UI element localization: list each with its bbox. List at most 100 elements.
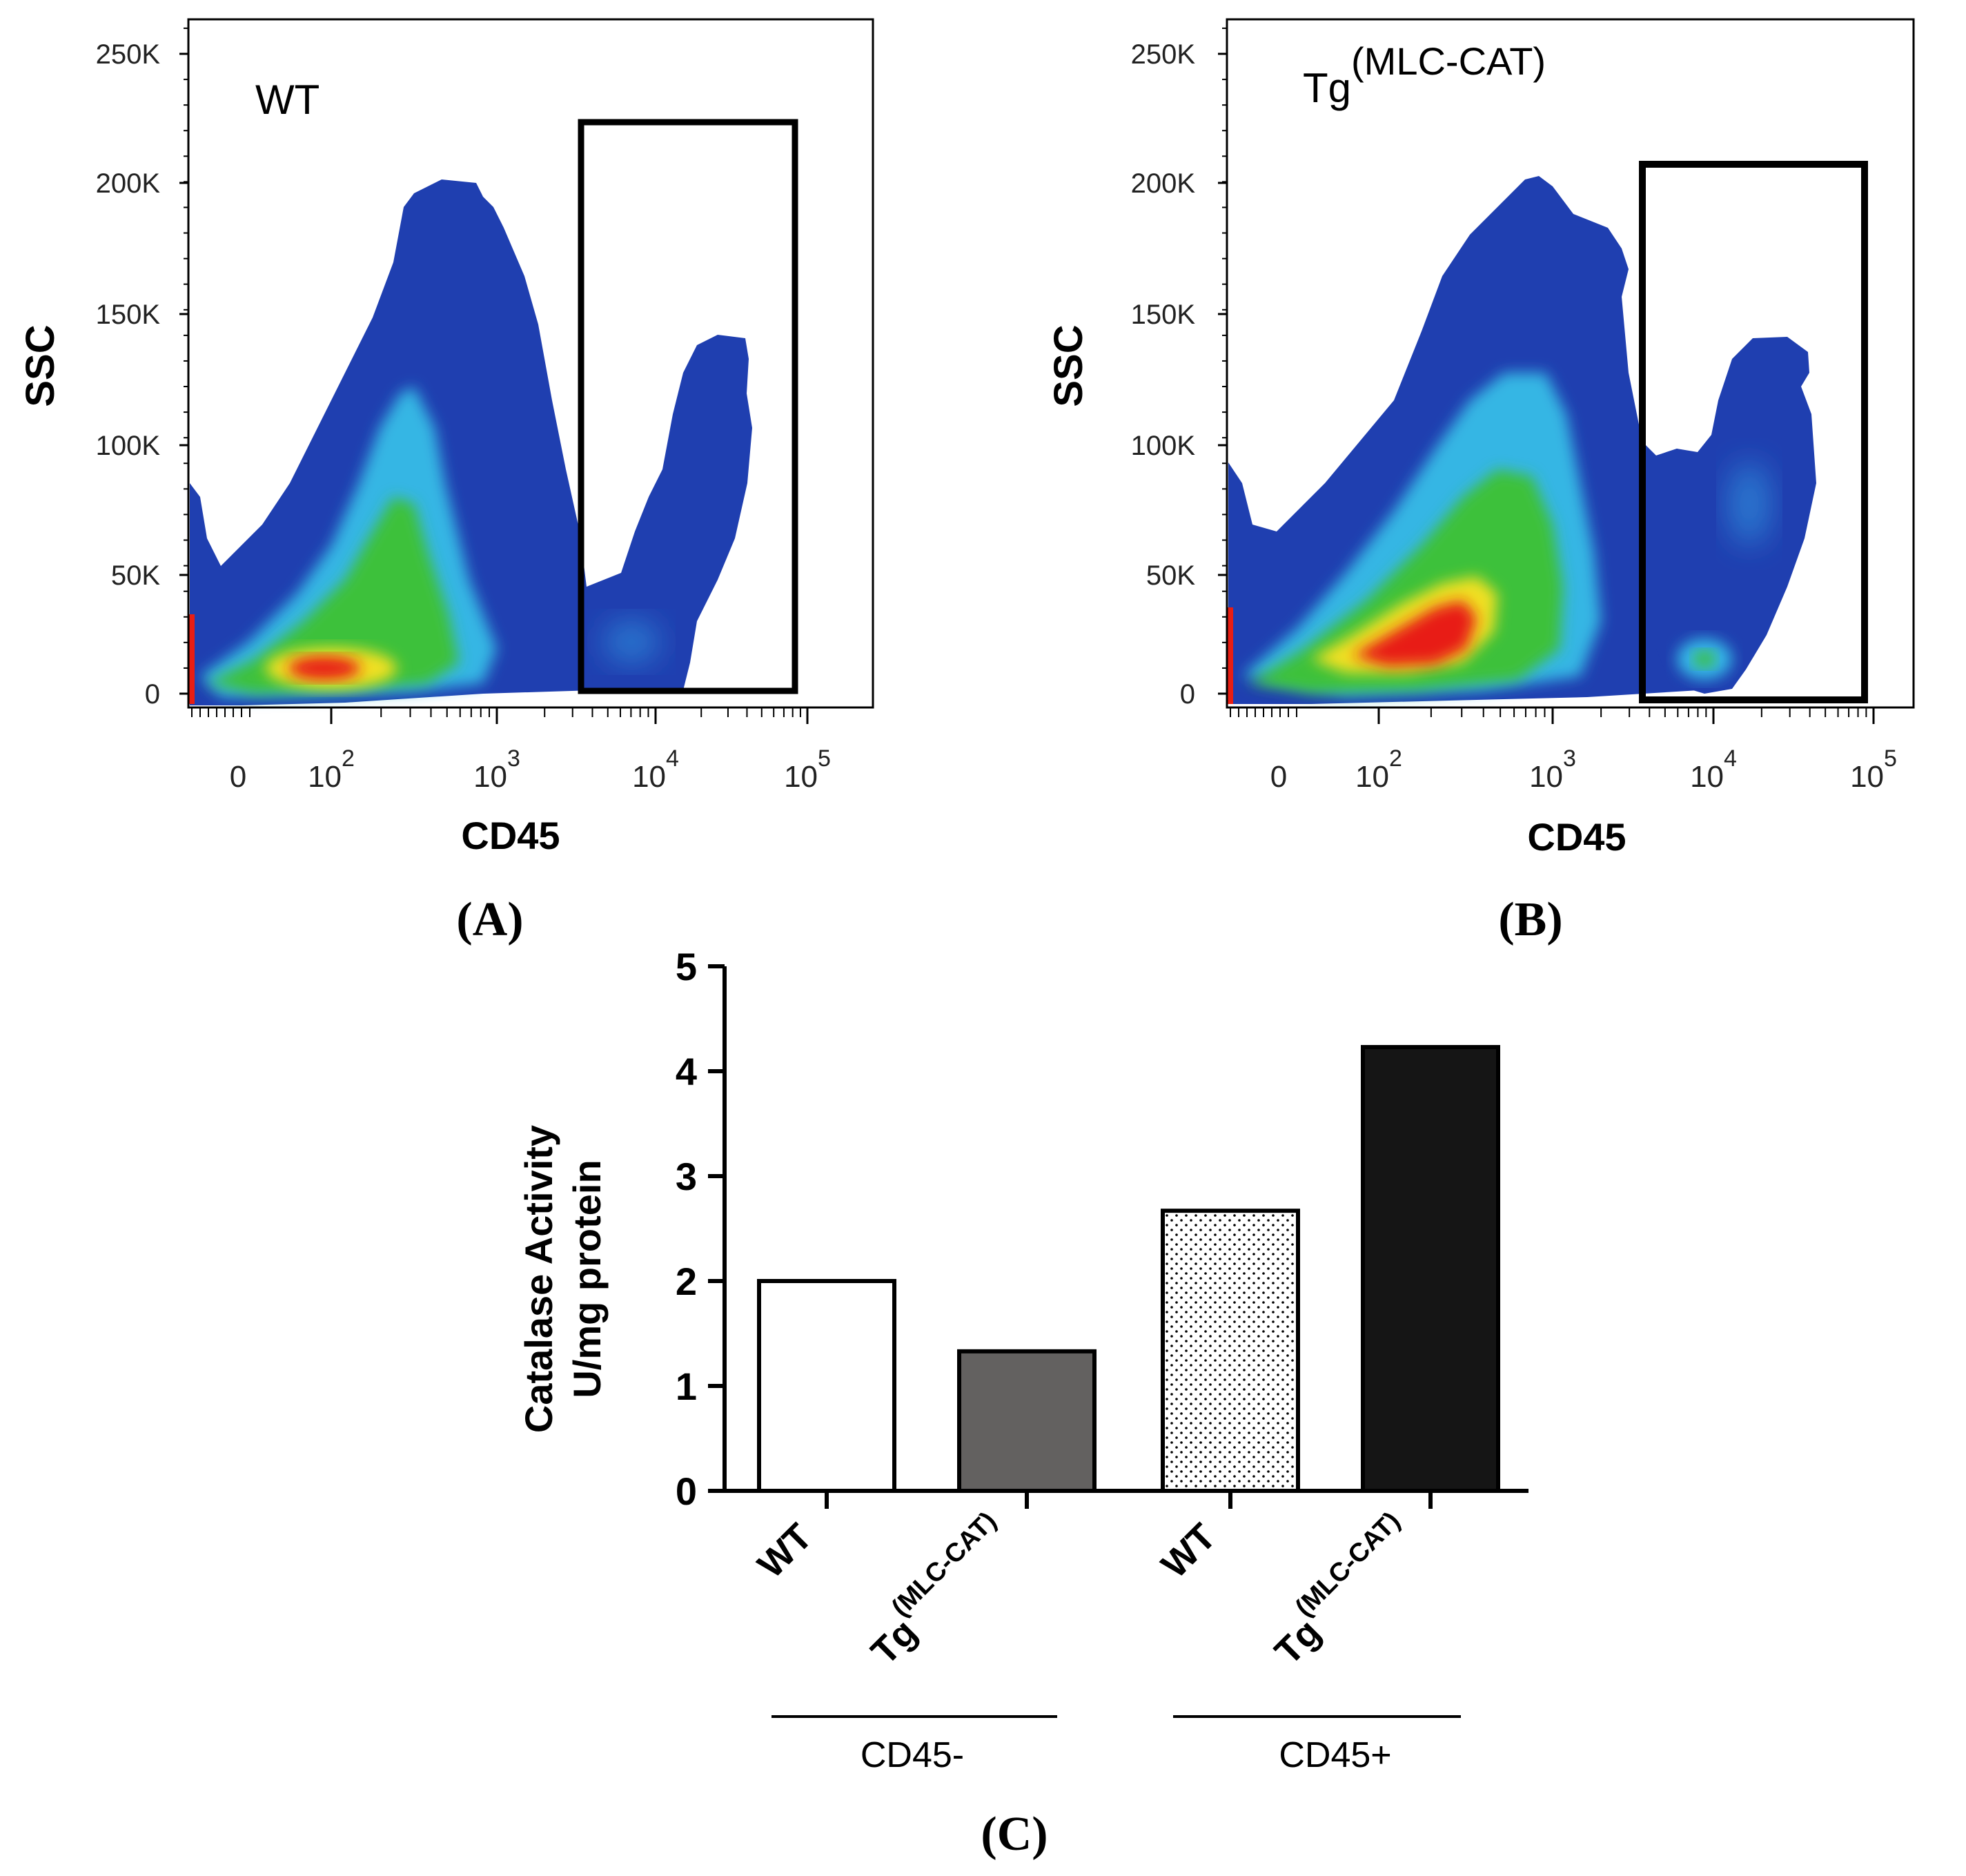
group-label: CD45- [861,1735,964,1775]
x-tick-label-sup: (MLC-CAT) [886,1507,1002,1623]
x-axis: 0 102 103 104 105 [1227,706,1914,794]
density-level-mid [207,497,459,694]
y-tick-label: 200K [96,168,161,199]
y-axis-label: SSC [18,324,63,407]
density-level-mid [1693,651,1716,667]
y-axis-label: Catalase Activity U/mg protein [517,1125,609,1433]
x-tick-base: 10 [784,760,818,794]
y-tick-label: 250K [1131,39,1196,70]
density-level-light [1729,462,1770,545]
x-tick-exp: 5 [1884,745,1897,772]
density-cloud-cd45-positive [587,335,752,694]
x-axis: 0 102 103 104 105 [188,706,873,794]
density-cloud-cd45-positive [1656,337,1816,694]
y-tick-label: 1 [676,1365,697,1408]
y-tick-label: 5 [676,945,697,988]
density-cloud-cd45-negative [189,179,593,705]
x-tick-exp: 2 [342,745,355,772]
x-tick-base: 10 [1355,760,1389,794]
x-tick-exp: 5 [818,745,831,772]
density-level-peak [288,656,360,680]
x-tick-base: 10 [1690,760,1724,794]
edge-spike [1228,607,1233,704]
bar-3 [1161,1209,1300,1494]
bar-1 [757,1279,896,1493]
panel-label: (A) [456,893,523,946]
density-level-low [587,335,752,694]
y-axis-label-line-2: U/mg protein [565,1160,609,1398]
gate-box [578,119,798,694]
panel-b-flow-plot: Tg(MLC-CAT) 0 50K 100K 150K 200K 250K 0 … [1046,18,1915,946]
x-tick-label: Tg(MLC-CAT) [854,1507,1021,1673]
y-axis-label-line-1: Catalase Activity [517,1125,560,1433]
x-tick-exp: 3 [1563,745,1576,772]
group-label: CD45+ [1279,1735,1391,1775]
x-tick-label: 105 [1850,745,1897,794]
x-axis-label: CD45 [461,814,560,857]
x-tick-label-base: Tg [863,1611,925,1672]
plot-title: WT [255,77,320,123]
y-tick-label: 50K [111,560,160,591]
y-tick-label: 4 [676,1050,697,1093]
x-tick-label: 104 [1690,745,1737,794]
panel-a-flow-plot: WT 0 50K 100K 150K 200K 250K 0 102 103 1… [18,18,874,946]
x-tick-base: 10 [473,760,507,794]
panel-label: (B) [1498,893,1562,946]
x-tick-label-base: WT [750,1516,820,1586]
y-tick-label: 150K [96,300,161,330]
x-tick-label: Tg(MLC-CAT) [1258,1507,1424,1673]
x-tick-exp: 3 [507,745,520,772]
y-axis: 0 50K 100K 150K 200K 250K [96,19,190,710]
x-tick-label-base: WT [1154,1516,1224,1586]
x-tick-label-sup: (MLC-CAT) [1290,1507,1406,1623]
y-minor-ticks [184,27,188,694]
x-tick-label: 0 [1270,760,1287,794]
density-level-light [604,621,659,663]
bar-2 [957,1349,1097,1493]
x-tick-label: 102 [308,745,355,794]
x-tick-label: 105 [784,745,831,794]
x-minor-ticks [1230,707,1875,724]
y-tick-label: 3 [676,1155,697,1198]
x-tick-exp: 4 [1724,745,1737,772]
x-tick-base: 10 [1529,760,1563,794]
x-tick-label: 102 [1355,745,1402,794]
density-level-peak [1353,600,1477,666]
x-tick-label: 0 [230,760,246,794]
plot-title: Tg(MLC-CAT) [1303,39,1546,111]
plot-title-base: Tg [1303,65,1351,111]
x-tick-base: 10 [632,760,666,794]
edge-spike [189,614,195,704]
x-tick-label-base: Tg [1267,1611,1328,1672]
x-tick-base: 10 [1850,760,1884,794]
x-tick-label: WT [750,1516,820,1586]
x-tick-exp: 2 [1389,745,1402,772]
y-tick-label: 200K [1131,168,1196,199]
x-tick-base: 10 [308,760,342,794]
x-tick-label: WT [1154,1516,1224,1586]
x-minor-ticks [191,707,809,724]
y-axis: 0 50K 100K 150K 200K 250K [1131,19,1228,710]
x-tick-label: 103 [1529,745,1576,794]
bars [757,1045,1500,1509]
y-tick-label: 0 [676,1469,697,1513]
x-tick-label: 103 [473,745,520,794]
density-cloud-cd45-negative [1228,176,1699,704]
plot-title-sup: (MLC-CAT) [1351,39,1546,83]
x-axis-label: CD45 [1527,815,1626,859]
panel-c-bar-chart: Catalase Activity U/mg protein 0 1 2 3 4 5 WT… [517,945,1528,1861]
y-tick-label: 100K [1131,431,1196,461]
y-tick-label: 100K [96,431,161,461]
x-tick-label: 104 [632,745,679,794]
y-tick-label: 2 [676,1260,697,1303]
y-axis-label: SSC [1046,324,1091,407]
y-tick-label: 150K [1131,300,1196,330]
y-tick-label: 50K [1146,560,1195,591]
y-tick-label: 0 [1180,679,1195,710]
gate-box [1639,161,1868,703]
y-tick-label: 250K [96,39,161,70]
y-tick-label: 0 [145,679,160,710]
y-ticks: 0 1 2 3 4 5 [676,945,725,1513]
